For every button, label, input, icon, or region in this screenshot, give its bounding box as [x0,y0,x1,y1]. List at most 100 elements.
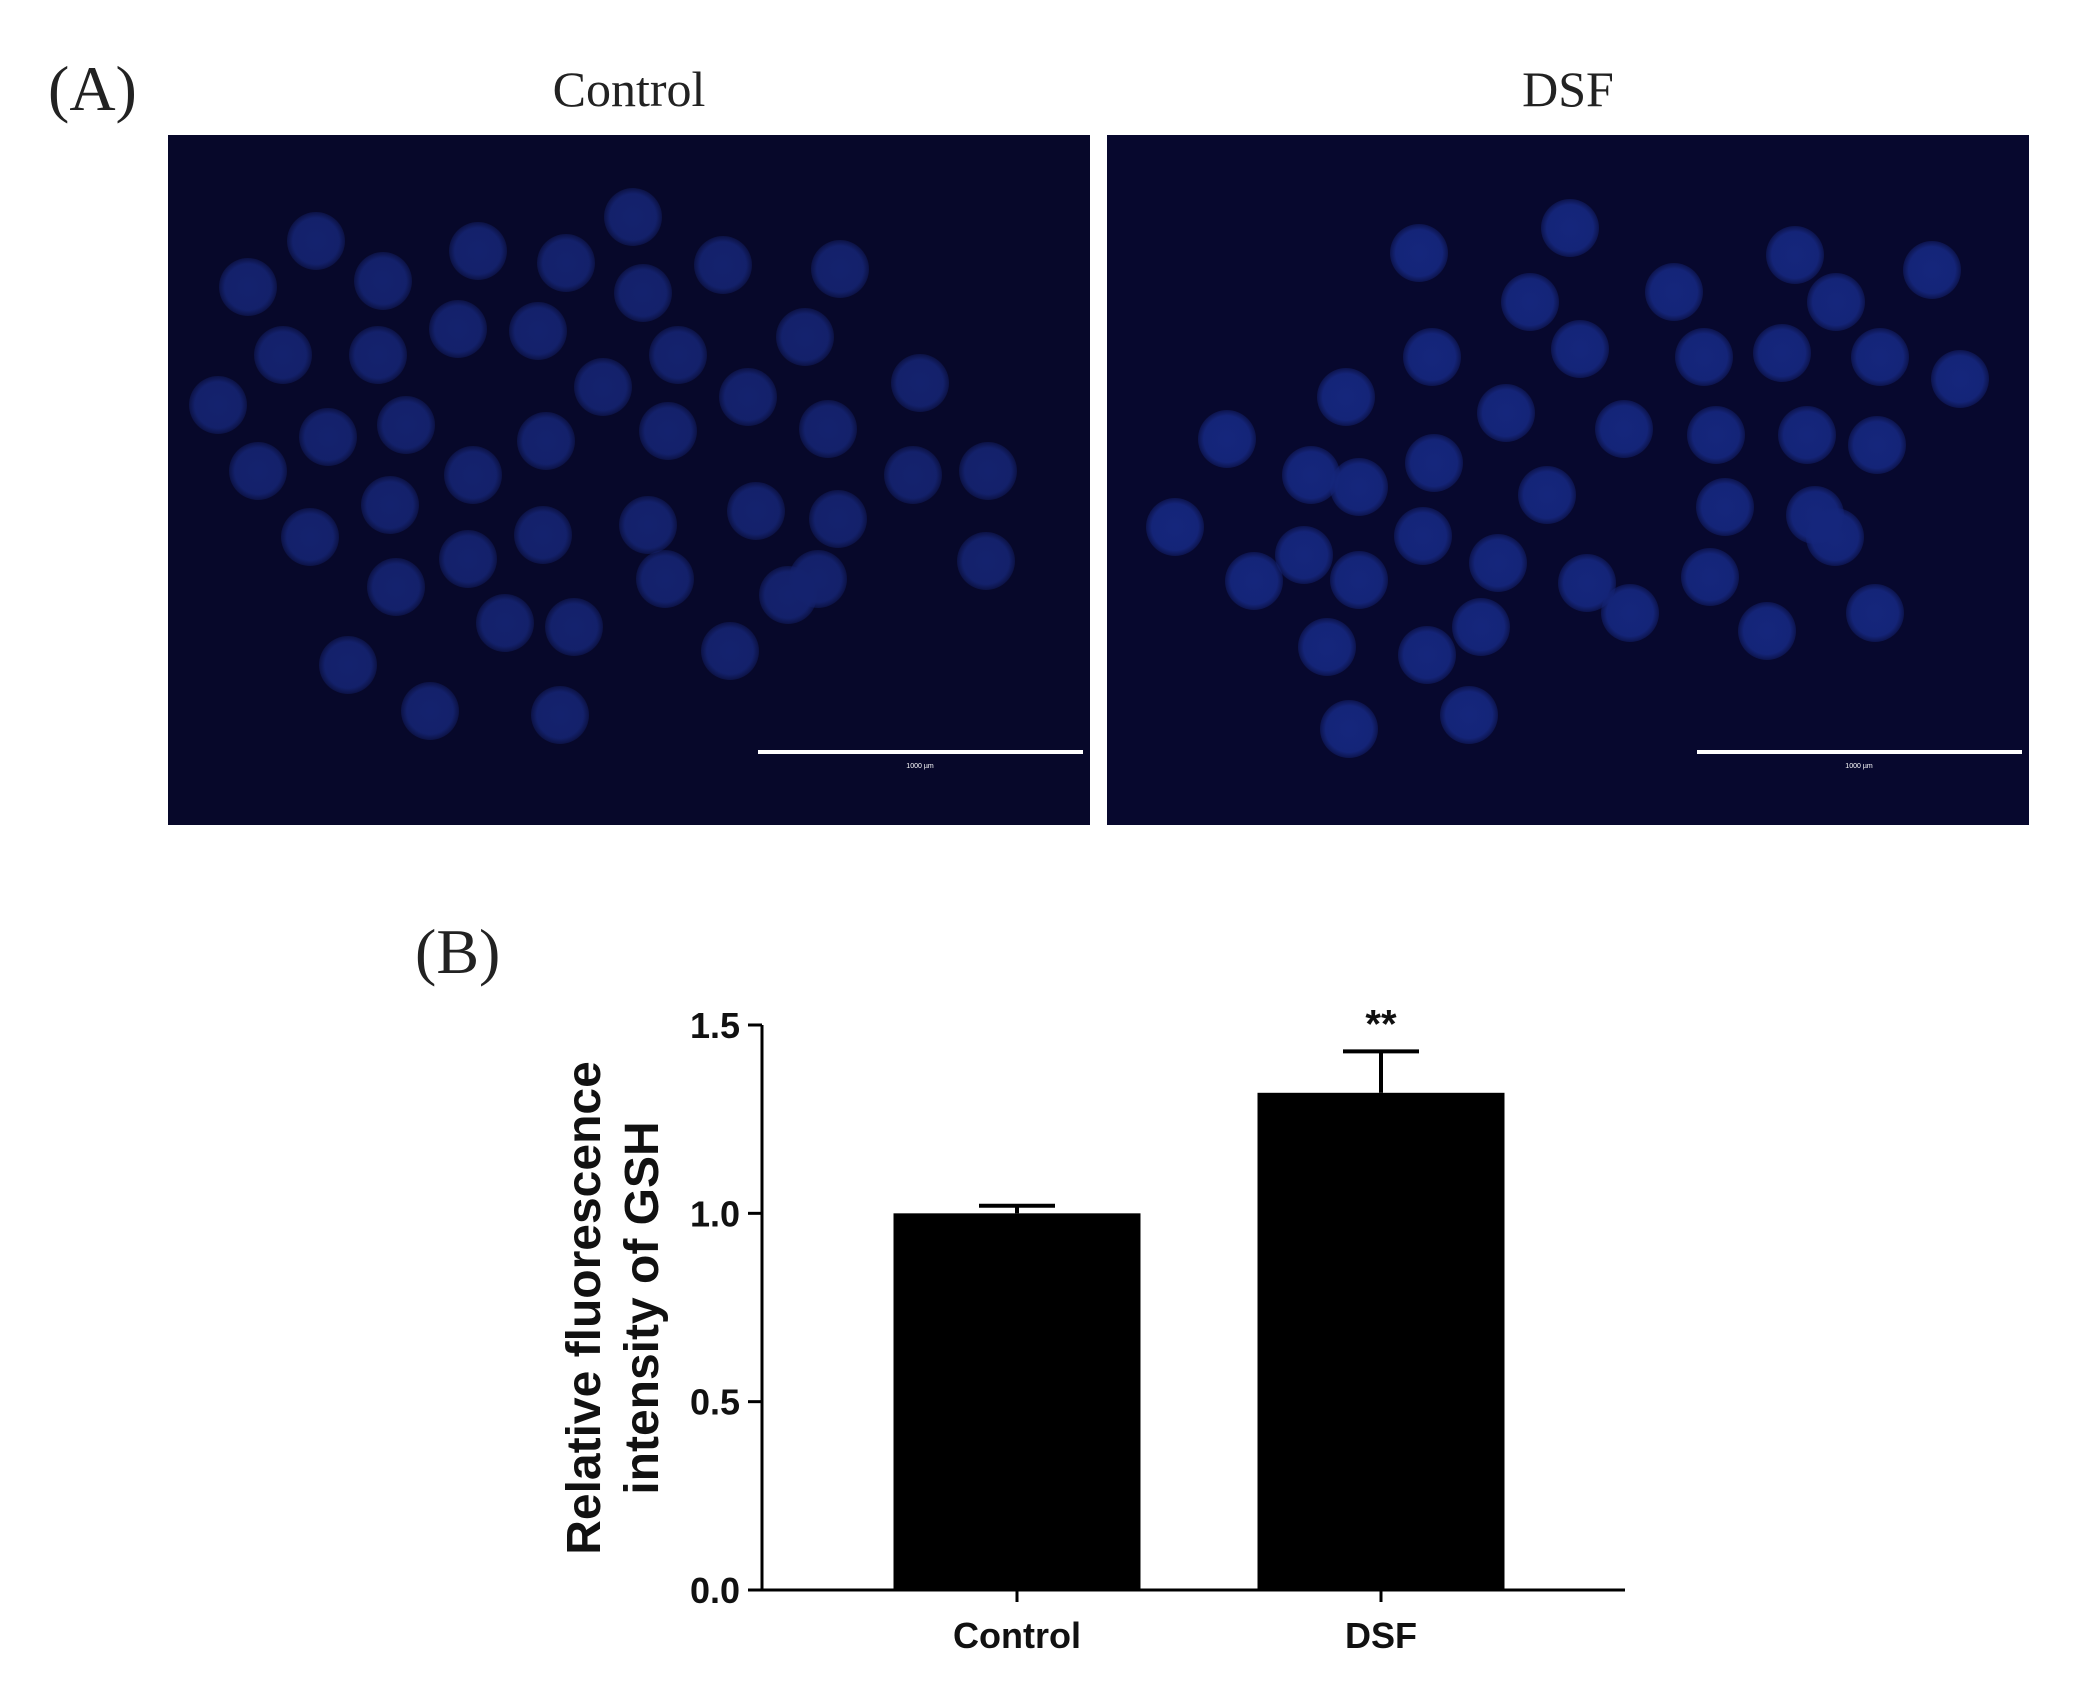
cell-blob [537,234,595,292]
cell-blob [219,258,277,316]
cell-blob [189,376,247,434]
cell-blob [891,354,949,412]
cell-blob [1440,686,1498,744]
cell-blob [1807,273,1865,331]
cell-blob [545,598,603,656]
y-tick-label: 0.5 [690,1382,740,1423]
cell-blob [299,408,357,466]
cell-blob [1394,507,1452,565]
cell-blob [1595,400,1653,458]
bar-dsf [1257,1092,1505,1590]
cell-blob [1846,584,1904,642]
cell-blob [401,682,459,740]
cell-blob [1501,273,1559,331]
cell-blob [349,326,407,384]
scale-bar [1697,750,2022,754]
cell-blob [287,212,345,270]
cell-blob [1405,434,1463,492]
y-tick-label: 1.5 [690,1005,740,1046]
y-tick-label: 0.0 [690,1570,740,1611]
x-tick-label: DSF [1345,1615,1417,1656]
cell-blob [254,326,312,384]
panel-a-label: (A) [48,53,137,124]
cell-blob [1452,598,1510,656]
bar-control [893,1213,1141,1590]
cell-blob [1806,508,1864,566]
cell-blob [1317,368,1375,426]
cell-blob [1696,478,1754,536]
cell-blob [1753,324,1811,382]
cell-blob [1469,534,1527,592]
cell-blob [1225,552,1283,610]
cell-blob [476,594,534,652]
cell-blob [1330,551,1388,609]
cell-blob [509,302,567,360]
cell-blob [884,446,942,504]
cell-blob [1541,199,1599,257]
cell-blob [719,368,777,426]
cell-blob [1551,320,1609,378]
cell-blob [1681,548,1739,606]
cell-blob [1330,458,1388,516]
cell-blob [614,264,672,322]
y-tick-label: 1.0 [690,1193,740,1234]
significance-label: ** [1365,1002,1397,1046]
cell-blob [517,412,575,470]
y-axis-label: Relative fluorescence intensity of GSH [558,1061,669,1555]
cell-blob [809,490,867,548]
cell-blob [1403,328,1461,386]
cell-blob [799,400,857,458]
dsf-micrograph-svg: 1000 µm [1107,135,2029,825]
cell-blob [1738,602,1796,660]
cell-blob [1558,554,1616,612]
dsf-micrograph: 1000 µm [1107,135,2029,825]
cell-blob [367,558,425,616]
control-image-title: Control [552,61,706,117]
x-tick-label: Control [953,1615,1081,1656]
cell-blob [1687,406,1745,464]
cell-blob [574,358,632,416]
control-micrograph: 1000 µm [168,135,1090,825]
cell-blob [1778,406,1836,464]
cell-blob [449,222,507,280]
cell-blob [1275,526,1333,584]
cell-blob [649,326,707,384]
scale-bar-label: 1000 µm [906,763,934,770]
cell-blob [514,506,572,564]
cell-blob [1931,350,1989,408]
cell-blob [789,550,847,608]
dsf-image-title: DSF [1522,61,1614,117]
cell-blob [1848,416,1906,474]
cell-blob [1903,241,1961,299]
cell-blob [639,402,697,460]
cell-blob [1645,263,1703,321]
cell-blob [281,508,339,566]
cell-blob [439,530,497,588]
cell-blob [811,240,869,298]
scale-bar [758,750,1083,754]
cell-blob [1601,584,1659,642]
cell-blob [444,446,502,504]
cell-blob [1282,446,1340,504]
cell-blob [694,236,752,294]
cell-blob [319,636,377,694]
cell-blob [1198,410,1256,468]
cell-blob [619,496,677,554]
cell-blob [1766,226,1824,284]
cell-blob [957,532,1015,590]
cell-blob [727,482,785,540]
cell-blob [1390,224,1448,282]
panel-b-label: (B) [415,916,501,987]
cell-blob [604,188,662,246]
cell-blob [361,476,419,534]
control-micrograph-svg: 1000 µm [168,135,1090,825]
cell-blob [429,300,487,358]
cell-blob [776,308,834,366]
cell-blob [959,442,1017,500]
cell-blob [531,686,589,744]
scale-bar-label: 1000 µm [1845,763,1873,770]
cell-blob [1851,328,1909,386]
cell-blob [1320,700,1378,758]
cell-blob [1298,618,1356,676]
cell-blob [1518,466,1576,524]
